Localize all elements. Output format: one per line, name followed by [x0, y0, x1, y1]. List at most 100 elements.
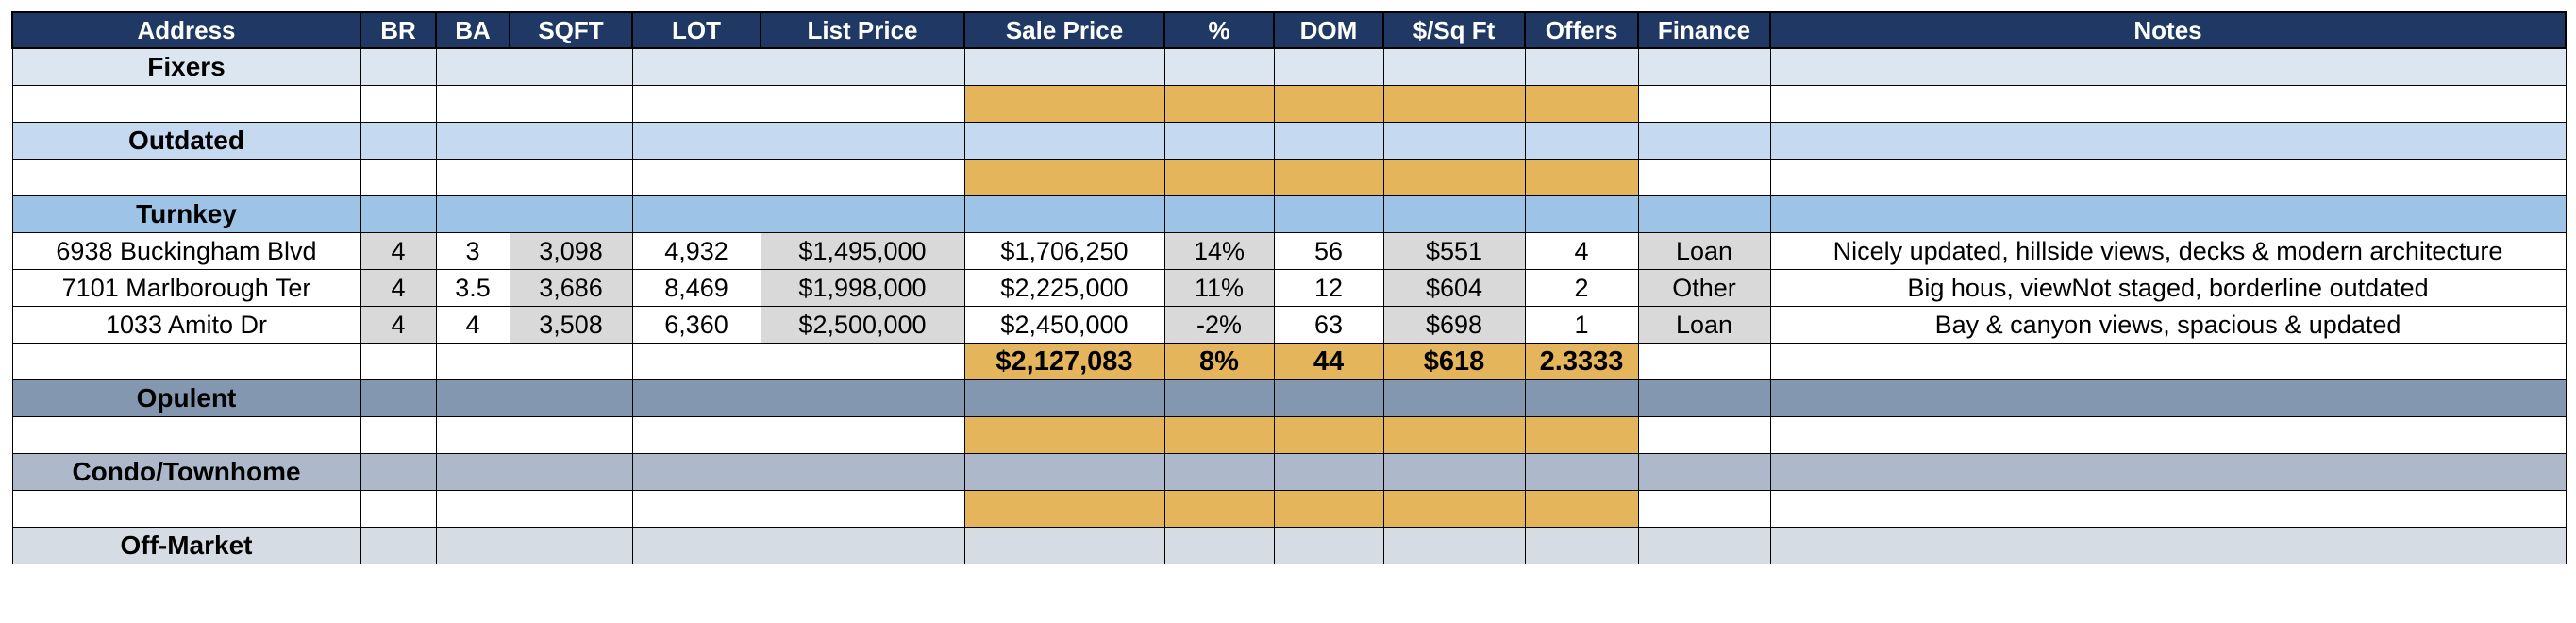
cell[interactable] — [509, 527, 633, 564]
cell-address[interactable]: 1033 Amito Dr — [11, 306, 361, 344]
cell[interactable] — [631, 453, 761, 491]
cell[interactable] — [11, 490, 361, 528]
summary-offers[interactable] — [1524, 490, 1639, 528]
cell[interactable] — [631, 379, 761, 417]
cell-ba[interactable]: 3.5 — [435, 269, 510, 307]
cell[interactable] — [1273, 527, 1384, 564]
cell[interactable] — [631, 85, 761, 123]
col-header-price-per-sqft[interactable]: $/Sq Ft — [1382, 11, 1526, 49]
cell[interactable] — [509, 159, 633, 196]
cell[interactable] — [1524, 379, 1639, 417]
cell-lot[interactable]: 6,360 — [631, 306, 761, 344]
cell[interactable] — [631, 195, 761, 233]
cell-finance[interactable]: Loan — [1637, 232, 1771, 270]
cell-percent[interactable]: -2% — [1163, 306, 1275, 344]
summary-sale-price[interactable] — [963, 490, 1165, 528]
cell[interactable] — [435, 47, 510, 86]
cell[interactable] — [1637, 122, 1771, 160]
cell[interactable] — [760, 527, 965, 564]
cell-finance[interactable]: Loan — [1637, 306, 1771, 344]
summary-sale-price[interactable] — [963, 159, 1165, 196]
cell[interactable] — [1637, 490, 1771, 528]
summary-percent[interactable] — [1163, 85, 1275, 123]
cell-dom[interactable]: 56 — [1273, 232, 1384, 270]
cell-lot[interactable]: 4,932 — [631, 232, 761, 270]
cell[interactable] — [1163, 195, 1275, 233]
cell[interactable] — [963, 527, 1165, 564]
cell[interactable] — [1769, 490, 2567, 528]
cell[interactable] — [1382, 527, 1526, 564]
cell[interactable] — [1637, 527, 1771, 564]
cell[interactable] — [11, 343, 361, 380]
summary-dom[interactable] — [1273, 85, 1384, 123]
cell[interactable] — [435, 527, 510, 564]
cell[interactable] — [1769, 122, 2567, 160]
cell-notes[interactable]: Big hous, viewNot staged, borderline out… — [1769, 269, 2567, 307]
cell-list-price[interactable]: $1,998,000 — [760, 269, 965, 307]
cell-sqft[interactable]: 3,686 — [509, 269, 633, 307]
cell[interactable] — [1637, 195, 1771, 233]
summary-price-per-sqft[interactable] — [1382, 416, 1526, 454]
cell[interactable] — [1769, 47, 2567, 86]
cell[interactable] — [1382, 122, 1526, 160]
cell[interactable] — [1637, 159, 1771, 196]
cell[interactable] — [1637, 85, 1771, 123]
cell[interactable] — [1769, 85, 2567, 123]
cell[interactable] — [509, 379, 633, 417]
cell[interactable] — [360, 453, 437, 491]
cell-br[interactable]: 4 — [360, 306, 437, 344]
cell[interactable] — [760, 416, 965, 454]
summary-offers[interactable] — [1524, 416, 1639, 454]
cell-address[interactable]: 7101 Marlborough Ter — [11, 269, 361, 307]
cell[interactable] — [1769, 195, 2567, 233]
cell[interactable] — [963, 122, 1165, 160]
cell[interactable] — [1163, 122, 1275, 160]
summary-percent[interactable] — [1163, 416, 1275, 454]
cell[interactable] — [963, 379, 1165, 417]
cell[interactable] — [509, 416, 633, 454]
col-header-sale-price[interactable]: Sale Price — [963, 11, 1165, 49]
cell-offers[interactable]: 1 — [1524, 306, 1639, 344]
summary-price-per-sqft[interactable]: $618 — [1382, 343, 1526, 380]
col-header-ba[interactable]: BA — [435, 11, 510, 49]
cell[interactable] — [435, 379, 510, 417]
cell-notes[interactable]: Nicely updated, hillside views, decks & … — [1769, 232, 2567, 270]
cell[interactable] — [1163, 453, 1275, 491]
cell-offers[interactable]: 2 — [1524, 269, 1639, 307]
cell[interactable] — [1524, 47, 1639, 86]
cell-dom[interactable]: 12 — [1273, 269, 1384, 307]
summary-percent[interactable]: 8% — [1163, 343, 1275, 380]
col-header-offers[interactable]: Offers — [1524, 11, 1639, 49]
col-header-notes[interactable]: Notes — [1769, 11, 2567, 49]
cell[interactable] — [435, 490, 510, 528]
cell[interactable] — [1637, 416, 1771, 454]
cell-notes[interactable]: Bay & canyon views, spacious & updated — [1769, 306, 2567, 344]
cell[interactable] — [1769, 527, 2567, 564]
cell-finance[interactable]: Other — [1637, 269, 1771, 307]
cell[interactable] — [1769, 159, 2567, 196]
cell-list-price[interactable]: $1,495,000 — [760, 232, 965, 270]
summary-dom[interactable] — [1273, 416, 1384, 454]
cell[interactable] — [760, 195, 965, 233]
cell[interactable] — [1382, 47, 1526, 86]
summary-offers[interactable] — [1524, 85, 1639, 123]
section-label-outdated[interactable]: Outdated — [11, 122, 361, 160]
cell[interactable] — [963, 47, 1165, 86]
section-label-opulent[interactable]: Opulent — [11, 379, 361, 417]
cell-br[interactable]: 4 — [360, 269, 437, 307]
cell[interactable] — [509, 47, 633, 86]
cell[interactable] — [1273, 379, 1384, 417]
cell-price-per-sqft[interactable]: $551 — [1382, 232, 1526, 270]
cell[interactable] — [1637, 379, 1771, 417]
cell[interactable] — [631, 343, 761, 380]
cell[interactable] — [435, 122, 510, 160]
col-header-percent[interactable]: % — [1163, 11, 1275, 49]
summary-offers[interactable]: 2.3333 — [1524, 343, 1639, 380]
cell[interactable] — [631, 159, 761, 196]
cell[interactable] — [1524, 122, 1639, 160]
cell-address[interactable]: 6938 Buckingham Blvd — [11, 232, 361, 270]
cell[interactable] — [760, 159, 965, 196]
cell[interactable] — [509, 490, 633, 528]
col-header-lot[interactable]: LOT — [631, 11, 761, 49]
cell-price-per-sqft[interactable]: $604 — [1382, 269, 1526, 307]
